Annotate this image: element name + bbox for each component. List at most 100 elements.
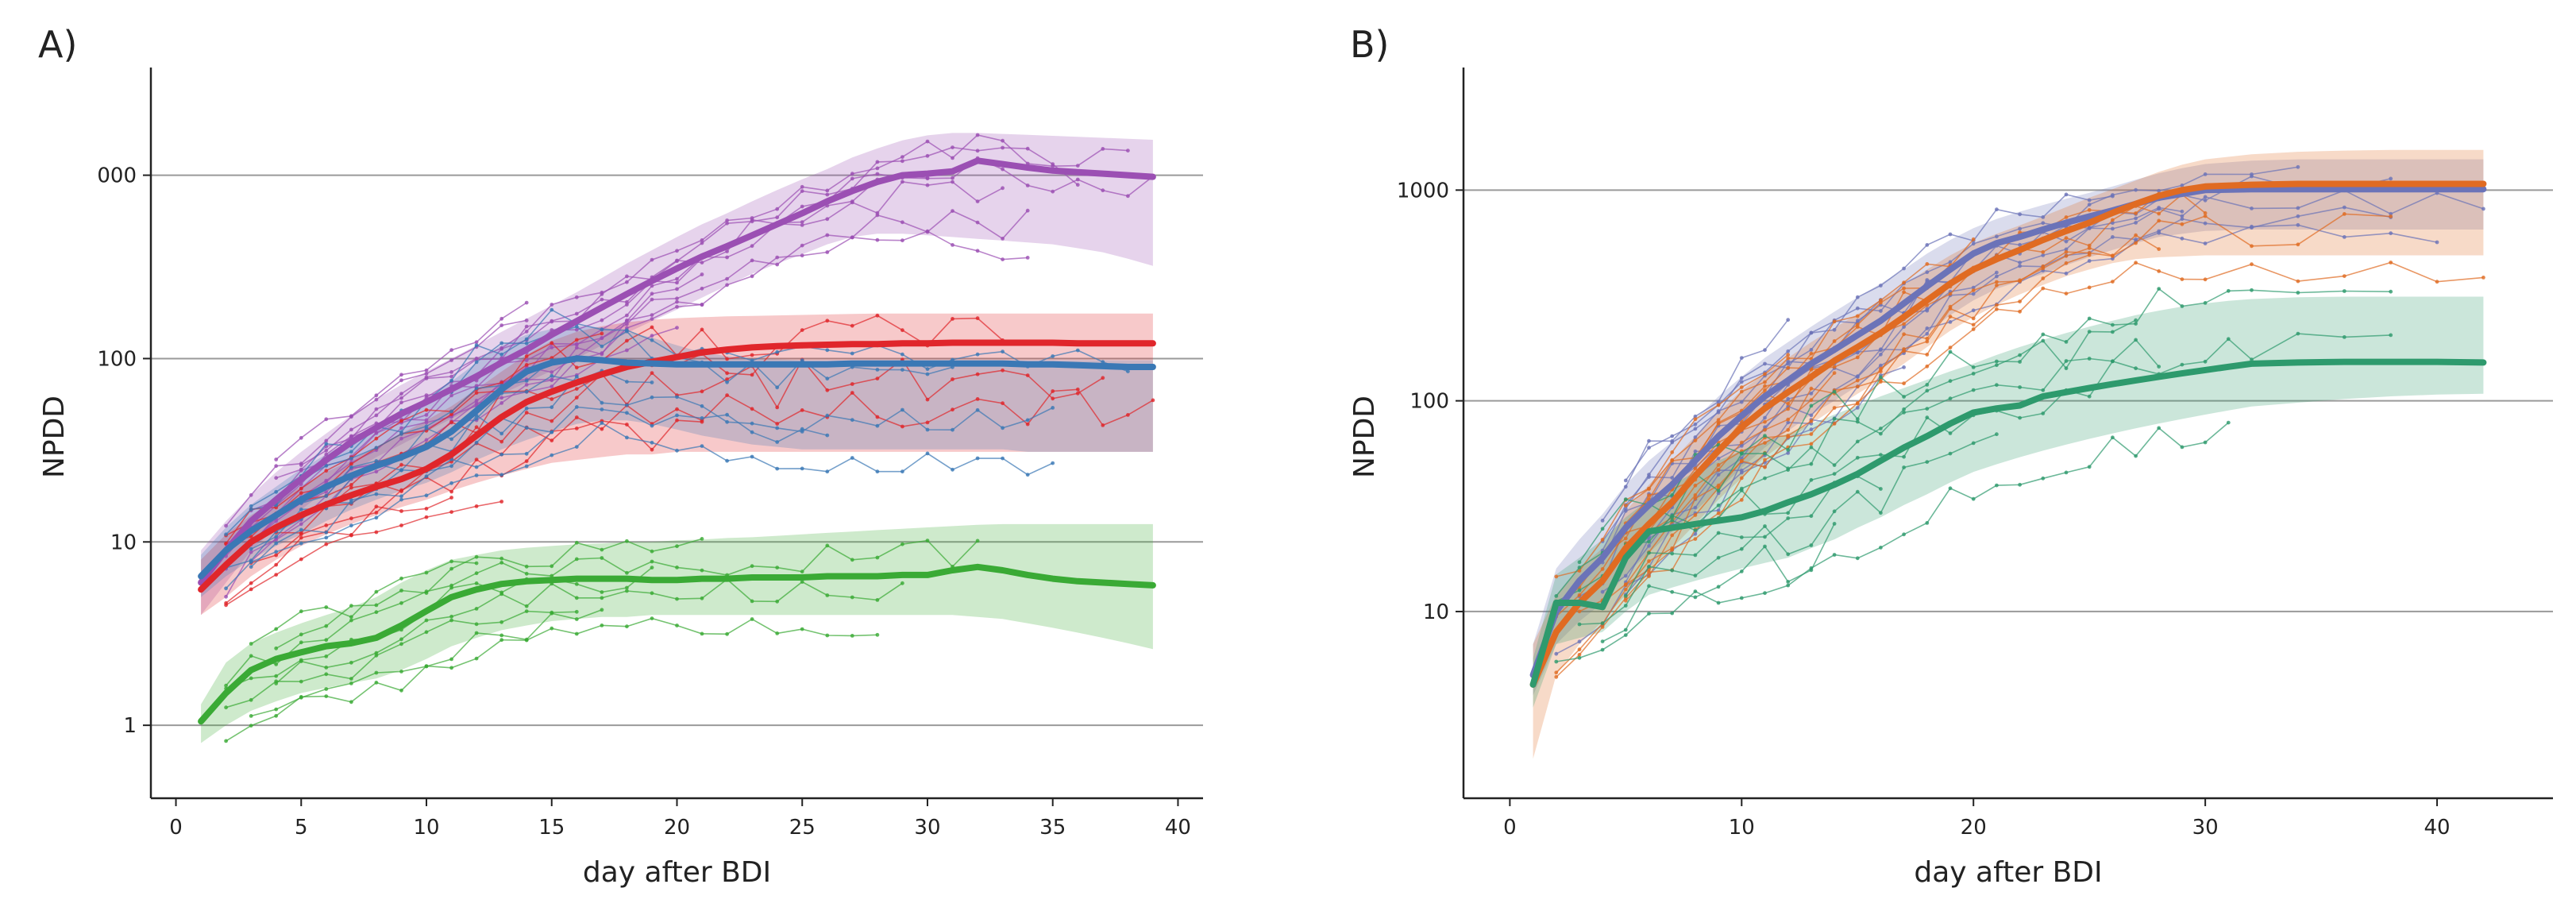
trace-point-teal	[1716, 503, 1721, 508]
trace-point-slate	[1786, 420, 1791, 425]
trace-point-slate	[2203, 198, 2208, 203]
trace-point-red	[524, 354, 529, 358]
trace-point-red	[625, 338, 629, 343]
trace-point-purple	[675, 287, 679, 291]
trace-point-red	[574, 427, 579, 430]
trace-point-purple	[925, 139, 930, 144]
trace-point-teal	[1554, 594, 1559, 598]
trace-point-blue	[324, 442, 329, 446]
trace-point-blue	[775, 426, 780, 430]
trace-point-green	[700, 631, 704, 636]
trace-point-green	[424, 618, 429, 623]
trace-point-slate	[1786, 396, 1791, 401]
trace-point-slate	[2180, 217, 2185, 222]
trace-point-orange	[1647, 486, 1651, 491]
trace-point-red	[299, 486, 303, 491]
trace-point-purple	[650, 257, 654, 262]
trace-point-green	[474, 581, 479, 585]
trace-point-green	[449, 618, 453, 623]
trace-point-orange	[1716, 422, 1721, 426]
trace-point-orange	[1577, 593, 1582, 597]
trace-point-teal	[1577, 566, 1582, 569]
trace-point-blue	[224, 532, 228, 537]
trace-point-purple	[875, 172, 880, 176]
trace-point-slate	[1786, 349, 1791, 353]
trace-point-slate	[1739, 380, 1744, 384]
trace-point-purple	[1025, 208, 1030, 213]
trace-point-orange	[1739, 476, 1744, 481]
trace-point-purple	[399, 396, 403, 400]
trace-point-purple	[299, 435, 303, 440]
trace-point-teal	[1855, 439, 1860, 444]
trace-point-blue	[474, 360, 479, 365]
trace-point-green	[574, 557, 579, 562]
trace-point-orange	[1809, 398, 1814, 403]
trace-point-orange	[1554, 670, 1559, 675]
trace-point-blue	[299, 508, 303, 512]
trace-point-red	[850, 391, 854, 395]
trace-point-purple	[1051, 164, 1055, 168]
trace-point-green	[274, 681, 279, 685]
trace-point-teal	[2064, 340, 2069, 344]
trace-point-blue	[524, 379, 529, 383]
trace-point-slate	[2018, 264, 2023, 268]
trace-point-slate	[2064, 247, 2069, 252]
trace-point-purple	[725, 283, 729, 288]
trace-point-red	[374, 436, 379, 441]
trace-point-green	[424, 664, 429, 669]
trace-point-teal	[1600, 527, 1605, 531]
trace-point-blue	[449, 481, 453, 485]
trace-point-purple	[424, 368, 429, 373]
trace-point-teal	[1995, 363, 1999, 368]
trace-point-slate	[2134, 221, 2138, 225]
trace-point-orange	[1809, 432, 1814, 436]
trace-point-green	[374, 589, 379, 594]
trace-point-red	[474, 458, 479, 461]
trace-point-purple	[324, 452, 329, 457]
trace-point-teal	[1786, 466, 1791, 471]
trace-point-orange	[1832, 422, 1837, 426]
trace-point-green	[224, 683, 228, 688]
trace-red	[226, 315, 1004, 536]
trace-point-purple	[675, 304, 679, 309]
trace-point-red	[424, 407, 429, 412]
trace-point-orange	[1902, 332, 1907, 337]
trace-point-teal	[1763, 451, 1767, 456]
trace-point-purple	[775, 215, 780, 220]
trace-point-purple	[650, 291, 654, 296]
trace-point-purple	[850, 235, 854, 240]
trace-point-teal	[1739, 596, 1744, 600]
trace-point-blue	[424, 493, 429, 498]
trace-point-green	[299, 679, 303, 684]
band-red	[201, 313, 1153, 616]
trace-point-orange	[1786, 407, 1791, 411]
trace-point-purple	[850, 172, 854, 176]
trace-point-blue	[324, 535, 329, 540]
trace-point-teal	[2018, 415, 2023, 420]
trace-point-teal	[1716, 555, 1721, 560]
trace-point-slate	[2064, 239, 2069, 244]
trace-point-orange	[1739, 459, 1744, 464]
trace-orange	[1625, 193, 2206, 544]
trace-point-teal	[1693, 589, 1698, 593]
trace-point-red	[875, 415, 880, 419]
trace-point-purple	[800, 243, 804, 248]
trace-point-red	[900, 424, 904, 429]
trace-point-teal	[2018, 360, 2023, 364]
trace-point-slate	[1763, 348, 1767, 353]
trace-point-teal	[2064, 359, 2069, 363]
trace-point-orange	[1809, 419, 1814, 423]
trace-point-slate	[2111, 257, 2115, 261]
trace-point-orange	[2018, 309, 2023, 314]
trace-point-orange	[1855, 355, 1860, 360]
trace-point-orange	[1600, 625, 1605, 629]
trace-point-orange	[2157, 269, 2161, 273]
trace-point-red	[675, 407, 679, 411]
trace-point-slate	[2389, 231, 2393, 236]
trace-point-teal	[2111, 322, 2115, 327]
trace-point-teal	[1693, 528, 1698, 533]
trace-point-purple	[524, 383, 529, 387]
trace-point-green	[399, 600, 403, 605]
trace-point-orange	[1577, 569, 1582, 573]
trace-point-red	[499, 439, 504, 444]
